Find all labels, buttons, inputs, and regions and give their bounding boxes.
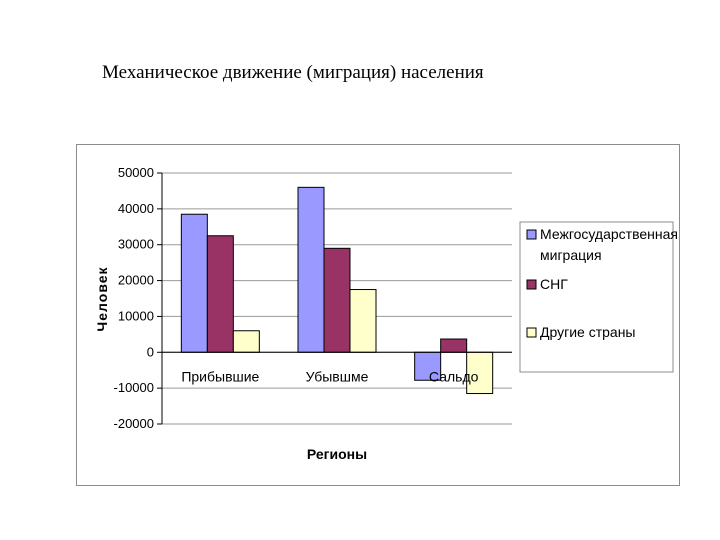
bar	[180, 213, 208, 353]
legend-label: Межгосударственная миграция	[540, 226, 678, 263]
legend-label: СНГ	[540, 276, 568, 292]
y-tick-label: 0	[147, 344, 154, 359]
bar	[440, 338, 468, 353]
bars	[180, 186, 494, 395]
bar	[206, 235, 234, 353]
category-label: Убывшме	[306, 368, 369, 384]
y-tick-label: -10000	[114, 380, 154, 395]
y-tick-label: 40000	[118, 201, 154, 216]
bar	[466, 351, 494, 395]
category-label: Сальдо	[429, 368, 479, 384]
y-tick-label: 30000	[118, 237, 154, 252]
legend: Межгосударственная миграция СНГ Другие стра…	[519, 221, 678, 373]
y-tick-label: 50000	[118, 165, 154, 180]
legend-label: Другие страны	[540, 324, 636, 340]
y-tick-label: 20000	[118, 273, 154, 288]
page-title: Механическое движение (миграция) населен…	[102, 62, 484, 83]
bar	[323, 247, 351, 353]
axes	[161, 173, 512, 424]
y-tick-label: -20000	[114, 416, 154, 431]
bar	[414, 351, 442, 381]
x-axis-title: Регионы	[307, 446, 367, 462]
y-tick-label: 10000	[118, 308, 154, 323]
legend-swatch	[526, 279, 537, 290]
y-tick-labels: 50000 40000 30000 20000 10000 0 -10000 -20000	[114, 165, 162, 431]
bar	[232, 330, 260, 353]
legend-swatch	[526, 327, 537, 338]
category-label: Прибывшие	[181, 368, 259, 384]
category-labels: Прибывшие Убывшме Сальдо	[181, 368, 478, 384]
legend-swatch	[526, 229, 537, 240]
y-axis-title: Человек	[94, 266, 110, 331]
bar	[297, 186, 325, 353]
bar	[349, 289, 377, 353]
legend-box	[519, 221, 674, 373]
